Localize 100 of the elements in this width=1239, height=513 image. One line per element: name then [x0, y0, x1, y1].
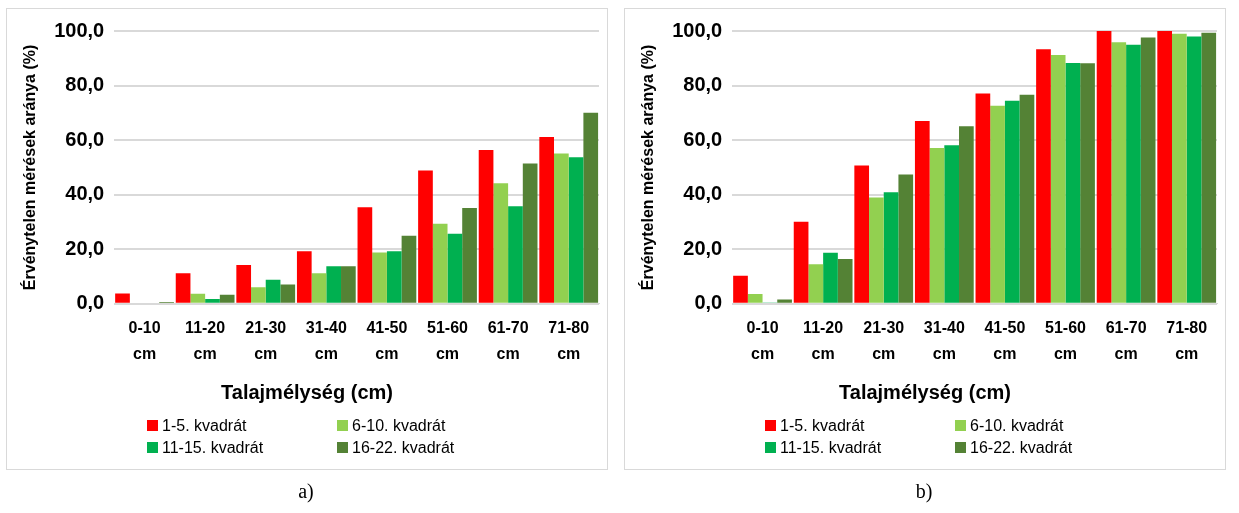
- y-axis-title: Érvénytelen mérések aránya (%): [638, 44, 657, 291]
- x-tick-label: 71-80 cm: [1166, 319, 1208, 362]
- bar: [372, 252, 387, 303]
- bar: [554, 153, 569, 303]
- x-tick-label: 61-70 cm: [487, 319, 529, 362]
- legend-label: 6-10. kvadrát: [969, 417, 1065, 435]
- bar: [1096, 31, 1112, 303]
- bar: [251, 287, 266, 303]
- bar: [418, 170, 433, 303]
- bar: [190, 293, 206, 303]
- text: b): [914, 480, 934, 503]
- x-axis-title: Talajmélység (cm): [220, 381, 394, 404]
- bar: [296, 251, 312, 303]
- x-tick-label: 51-60 cm: [1045, 319, 1087, 362]
- y-tick-label: 60,0: [65, 127, 105, 150]
- bar: [432, 223, 448, 303]
- bar: [883, 192, 899, 303]
- bar: [311, 273, 327, 303]
- x-tick-label: 31-40 cm: [305, 319, 347, 362]
- bar: [1004, 100, 1020, 303]
- bar: [1140, 37, 1156, 303]
- x-axis-title: Talajmélység (cm): [838, 381, 1012, 404]
- bar: [1065, 62, 1081, 303]
- y-tick-label: 0,0: [76, 291, 105, 314]
- x-tick-label: 21-30 cm: [245, 319, 287, 362]
- bar: [265, 279, 281, 303]
- bar: [508, 206, 523, 303]
- x-tick-label: 31-40 cm: [923, 319, 965, 362]
- bar: [959, 126, 974, 303]
- y-tick-label: 80,0: [65, 73, 105, 96]
- bar: [898, 174, 914, 303]
- bar: [944, 145, 960, 303]
- bar: [777, 299, 792, 303]
- text: a): [297, 480, 315, 503]
- bar: [175, 273, 191, 303]
- bar: [583, 112, 599, 303]
- bar: [1126, 44, 1141, 303]
- bar: [386, 251, 402, 303]
- legend-label: 1-5. kvadrát: [161, 417, 248, 435]
- y-tick-label: 20,0: [65, 236, 105, 259]
- bar: [1201, 32, 1217, 303]
- bar: [1080, 63, 1095, 303]
- bar: [522, 163, 538, 303]
- bar: [280, 284, 296, 303]
- legend-label: 1-5. kvadrát: [779, 417, 866, 435]
- bar: [733, 275, 748, 303]
- x-tick-label: 11-20 cm: [803, 319, 844, 362]
- legend-label: 11-15. kvadrát: [779, 439, 883, 457]
- x-tick-label: 0-10 cm: [746, 319, 779, 362]
- bar: [462, 208, 477, 303]
- y-tick-label: 40,0: [65, 182, 105, 205]
- bar: [1111, 42, 1127, 303]
- legend-label: 11-15. kvadrát: [161, 439, 265, 457]
- bar: [1050, 55, 1066, 303]
- bar: [401, 235, 417, 303]
- y-tick-label: 40,0: [683, 182, 723, 205]
- bar: [1186, 36, 1202, 303]
- y-tick-label: 80,0: [683, 73, 723, 96]
- bar: [493, 183, 509, 303]
- x-tick-label: 0-10 cm: [128, 319, 161, 362]
- bar: [869, 197, 884, 303]
- bar: [478, 149, 494, 303]
- x-tick-label: 21-30 cm: [863, 319, 905, 362]
- bar: [1157, 31, 1173, 303]
- bar: [357, 207, 373, 303]
- bar: [990, 105, 1005, 303]
- x-tick-label: 41-50 cm: [366, 319, 408, 362]
- bar: [914, 121, 930, 303]
- x-tick-label: 61-70 cm: [1105, 319, 1147, 362]
- y-tick-label: 20,0: [683, 236, 723, 259]
- bar: [326, 266, 342, 303]
- bar: [205, 298, 220, 303]
- bar: [219, 294, 235, 303]
- bar: [341, 266, 356, 303]
- legend-label: 16-22. kvadrát: [351, 439, 456, 457]
- bar: [1019, 94, 1035, 303]
- bar: [837, 259, 853, 303]
- bar: [808, 264, 824, 303]
- x-tick-label: 41-50 cm: [984, 319, 1026, 362]
- x-tick-label: 51-60 cm: [427, 319, 469, 362]
- bar: [1036, 49, 1051, 303]
- y-tick-label: 100,0: [672, 18, 723, 41]
- bar: [747, 293, 763, 303]
- bar: [1172, 33, 1187, 303]
- y-tick-label: 100,0: [54, 18, 105, 41]
- x-tick-label: 11-20 cm: [185, 319, 226, 362]
- bar: [975, 93, 991, 303]
- legend-label: 6-10. kvadrát: [351, 417, 447, 435]
- legend-label: 16-22. kvadrát: [969, 439, 1074, 457]
- bar: [568, 157, 584, 303]
- y-axis-title: Érvénytelen mérések aránya (%): [20, 44, 39, 291]
- y-tick-label: 60,0: [683, 127, 723, 150]
- bar: [236, 265, 252, 303]
- bar: [929, 148, 945, 303]
- x-tick-label: 71-80 cm: [548, 319, 590, 362]
- bar: [793, 221, 809, 303]
- bar: [539, 137, 555, 303]
- bar: [823, 252, 838, 303]
- bar: [854, 165, 870, 303]
- bar: [115, 293, 130, 303]
